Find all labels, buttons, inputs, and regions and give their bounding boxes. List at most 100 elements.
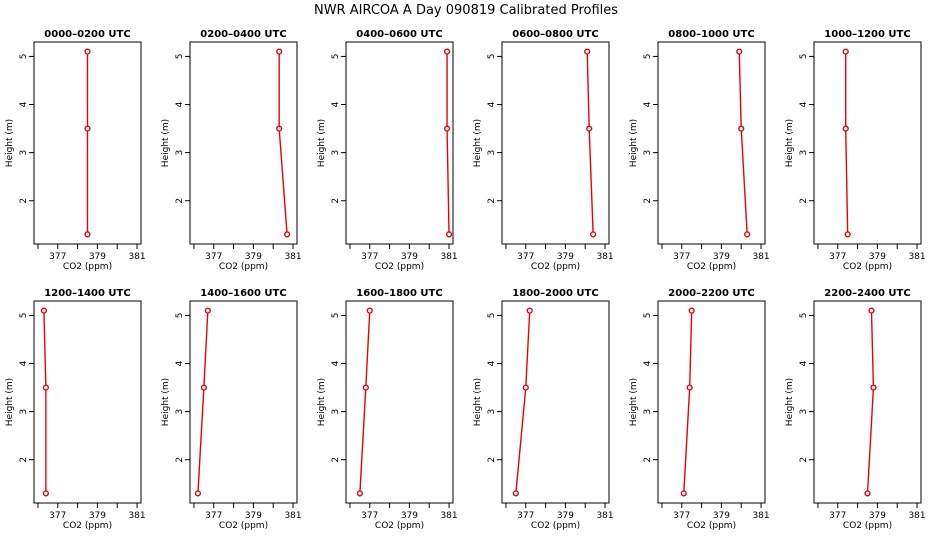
x-tick-label: 379 <box>89 511 106 521</box>
y-tick-label: 4 <box>643 101 653 107</box>
x-tick-label: 379 <box>557 252 574 262</box>
profile-point <box>688 307 695 314</box>
x-tick-label: 379 <box>245 511 262 521</box>
x-axis-label: CO2 (ppm) <box>687 262 736 272</box>
plot-frame <box>657 300 766 504</box>
x-axis-label: CO2 (ppm) <box>843 262 892 272</box>
panel-7: 1200–1400 UTC 377 379 381 2 3 4 5 CO2 (ppm) Heigh… <box>5 288 146 531</box>
panel-12: 2200–2400 UTC 377 379 381 2 3 4 5 CO2 (ppm) Heigh… <box>785 288 926 531</box>
profile-segment <box>446 128 450 235</box>
profile-point <box>744 231 751 238</box>
profile-point <box>84 125 91 132</box>
profile-point <box>736 48 743 55</box>
panel-8: 1400–1600 UTC 377 379 381 2 3 4 5 CO2 (ppm) Heigh… <box>161 288 302 531</box>
profile-point <box>366 307 373 314</box>
x-axis-label: CO2 (ppm) <box>219 521 268 531</box>
plot-frame <box>501 41 610 245</box>
profile-segment <box>365 310 371 388</box>
profile-point <box>84 48 91 55</box>
x-axis-label: CO2 (ppm) <box>531 262 580 272</box>
profile-point <box>445 231 453 238</box>
x-tick-label: 379 <box>557 511 574 521</box>
panel-title: 0600–0800 UTC <box>512 29 598 40</box>
panel-title: 1800–2000 UTC <box>512 288 598 299</box>
y-tick-label: 4 <box>331 360 341 366</box>
profile-point <box>42 490 49 497</box>
profile-point <box>204 307 211 314</box>
y-axis-label: Height (m) <box>5 119 15 167</box>
panel-title: 0200–0400 UTC <box>200 29 286 40</box>
x-tick-label: 381 <box>752 252 769 262</box>
x-tick-label: 381 <box>908 511 925 521</box>
x-tick-label: 379 <box>401 252 418 262</box>
profile-segment <box>197 387 205 494</box>
x-tick-label: 381 <box>440 252 457 262</box>
y-axis-label: Height (m) <box>5 378 15 426</box>
panel-title: 0000–0200 UTC <box>44 29 130 40</box>
y-tick-label: 4 <box>175 360 185 366</box>
profile-segment <box>689 310 693 388</box>
x-tick-label: 377 <box>205 511 222 521</box>
y-tick-label: 5 <box>643 313 653 319</box>
x-tick-label: 379 <box>713 511 730 521</box>
x-tick-label: 379 <box>869 252 886 262</box>
profile-segment <box>870 310 875 388</box>
y-tick-label: 3 <box>331 409 341 415</box>
profile-point <box>84 231 91 238</box>
x-tick-label: 377 <box>673 511 690 521</box>
profile-point <box>40 307 48 314</box>
plot-frame <box>813 300 922 504</box>
panel-2: 0200–0400 UTC 377 379 381 2 3 4 5 CO2 (ppm) Heigh… <box>161 29 302 272</box>
y-tick-label: 2 <box>487 457 497 463</box>
y-axis-label: Height (m) <box>473 378 483 426</box>
x-tick-label: 381 <box>908 252 925 262</box>
profile-segment <box>515 387 527 494</box>
x-tick-label: 381 <box>596 511 613 521</box>
y-tick-label: 3 <box>19 409 29 415</box>
panel-title: 1600–1800 UTC <box>356 288 442 299</box>
profile-point <box>283 231 291 238</box>
profile-point <box>526 307 533 314</box>
panel-11: 2000–2200 UTC 377 379 381 2 3 4 5 CO2 (ppm) Heigh… <box>629 288 770 531</box>
plot-frame <box>345 300 454 504</box>
profile-point <box>584 48 591 55</box>
x-tick-label: 377 <box>49 252 66 262</box>
y-tick-label: 5 <box>19 313 29 319</box>
profile-point <box>276 48 283 55</box>
profile-point <box>356 490 363 497</box>
plot-frame <box>501 300 610 504</box>
plot-frame <box>657 41 766 245</box>
x-axis-label: CO2 (ppm) <box>63 521 112 531</box>
panel-title: 1200–1400 UTC <box>44 288 130 299</box>
panel-5: 0800–1000 UTC 377 379 381 2 3 4 5 CO2 (ppm) Heigh… <box>629 29 770 272</box>
x-tick-label: 381 <box>128 252 145 262</box>
panel-10: 1800–2000 UTC 377 379 381 2 3 4 5 CO2 (ppm) Heigh… <box>473 288 614 531</box>
profile-segment <box>359 387 367 494</box>
x-tick-label: 381 <box>752 511 769 521</box>
y-tick-label: 2 <box>19 457 29 463</box>
y-axis-label: Height (m) <box>161 119 171 167</box>
y-tick-label: 5 <box>331 313 341 319</box>
profile-segment <box>278 128 288 235</box>
x-tick-label: 381 <box>284 511 301 521</box>
profile-point <box>586 125 593 132</box>
y-tick-label: 4 <box>331 101 341 107</box>
panel-1: 0000–0200 UTC 377 379 381 2 3 4 5 CO2 (ppm) Heigh… <box>5 29 146 272</box>
y-axis-label: Height (m) <box>317 378 327 426</box>
y-tick-label: 3 <box>643 409 653 415</box>
y-tick-label: 4 <box>799 101 809 107</box>
x-axis-label: CO2 (ppm) <box>375 262 424 272</box>
x-tick-label: 377 <box>361 252 378 262</box>
profile-point <box>864 490 871 497</box>
profile-segment <box>43 310 47 388</box>
plot-frame <box>189 300 298 504</box>
profile-point <box>512 490 519 497</box>
x-tick-label: 379 <box>713 252 730 262</box>
x-tick-label: 381 <box>596 252 613 262</box>
profile-point <box>868 307 875 314</box>
y-tick-label: 4 <box>19 101 29 107</box>
y-axis-label: Height (m) <box>785 378 795 426</box>
y-tick-label: 4 <box>799 360 809 366</box>
y-tick-label: 4 <box>643 360 653 366</box>
